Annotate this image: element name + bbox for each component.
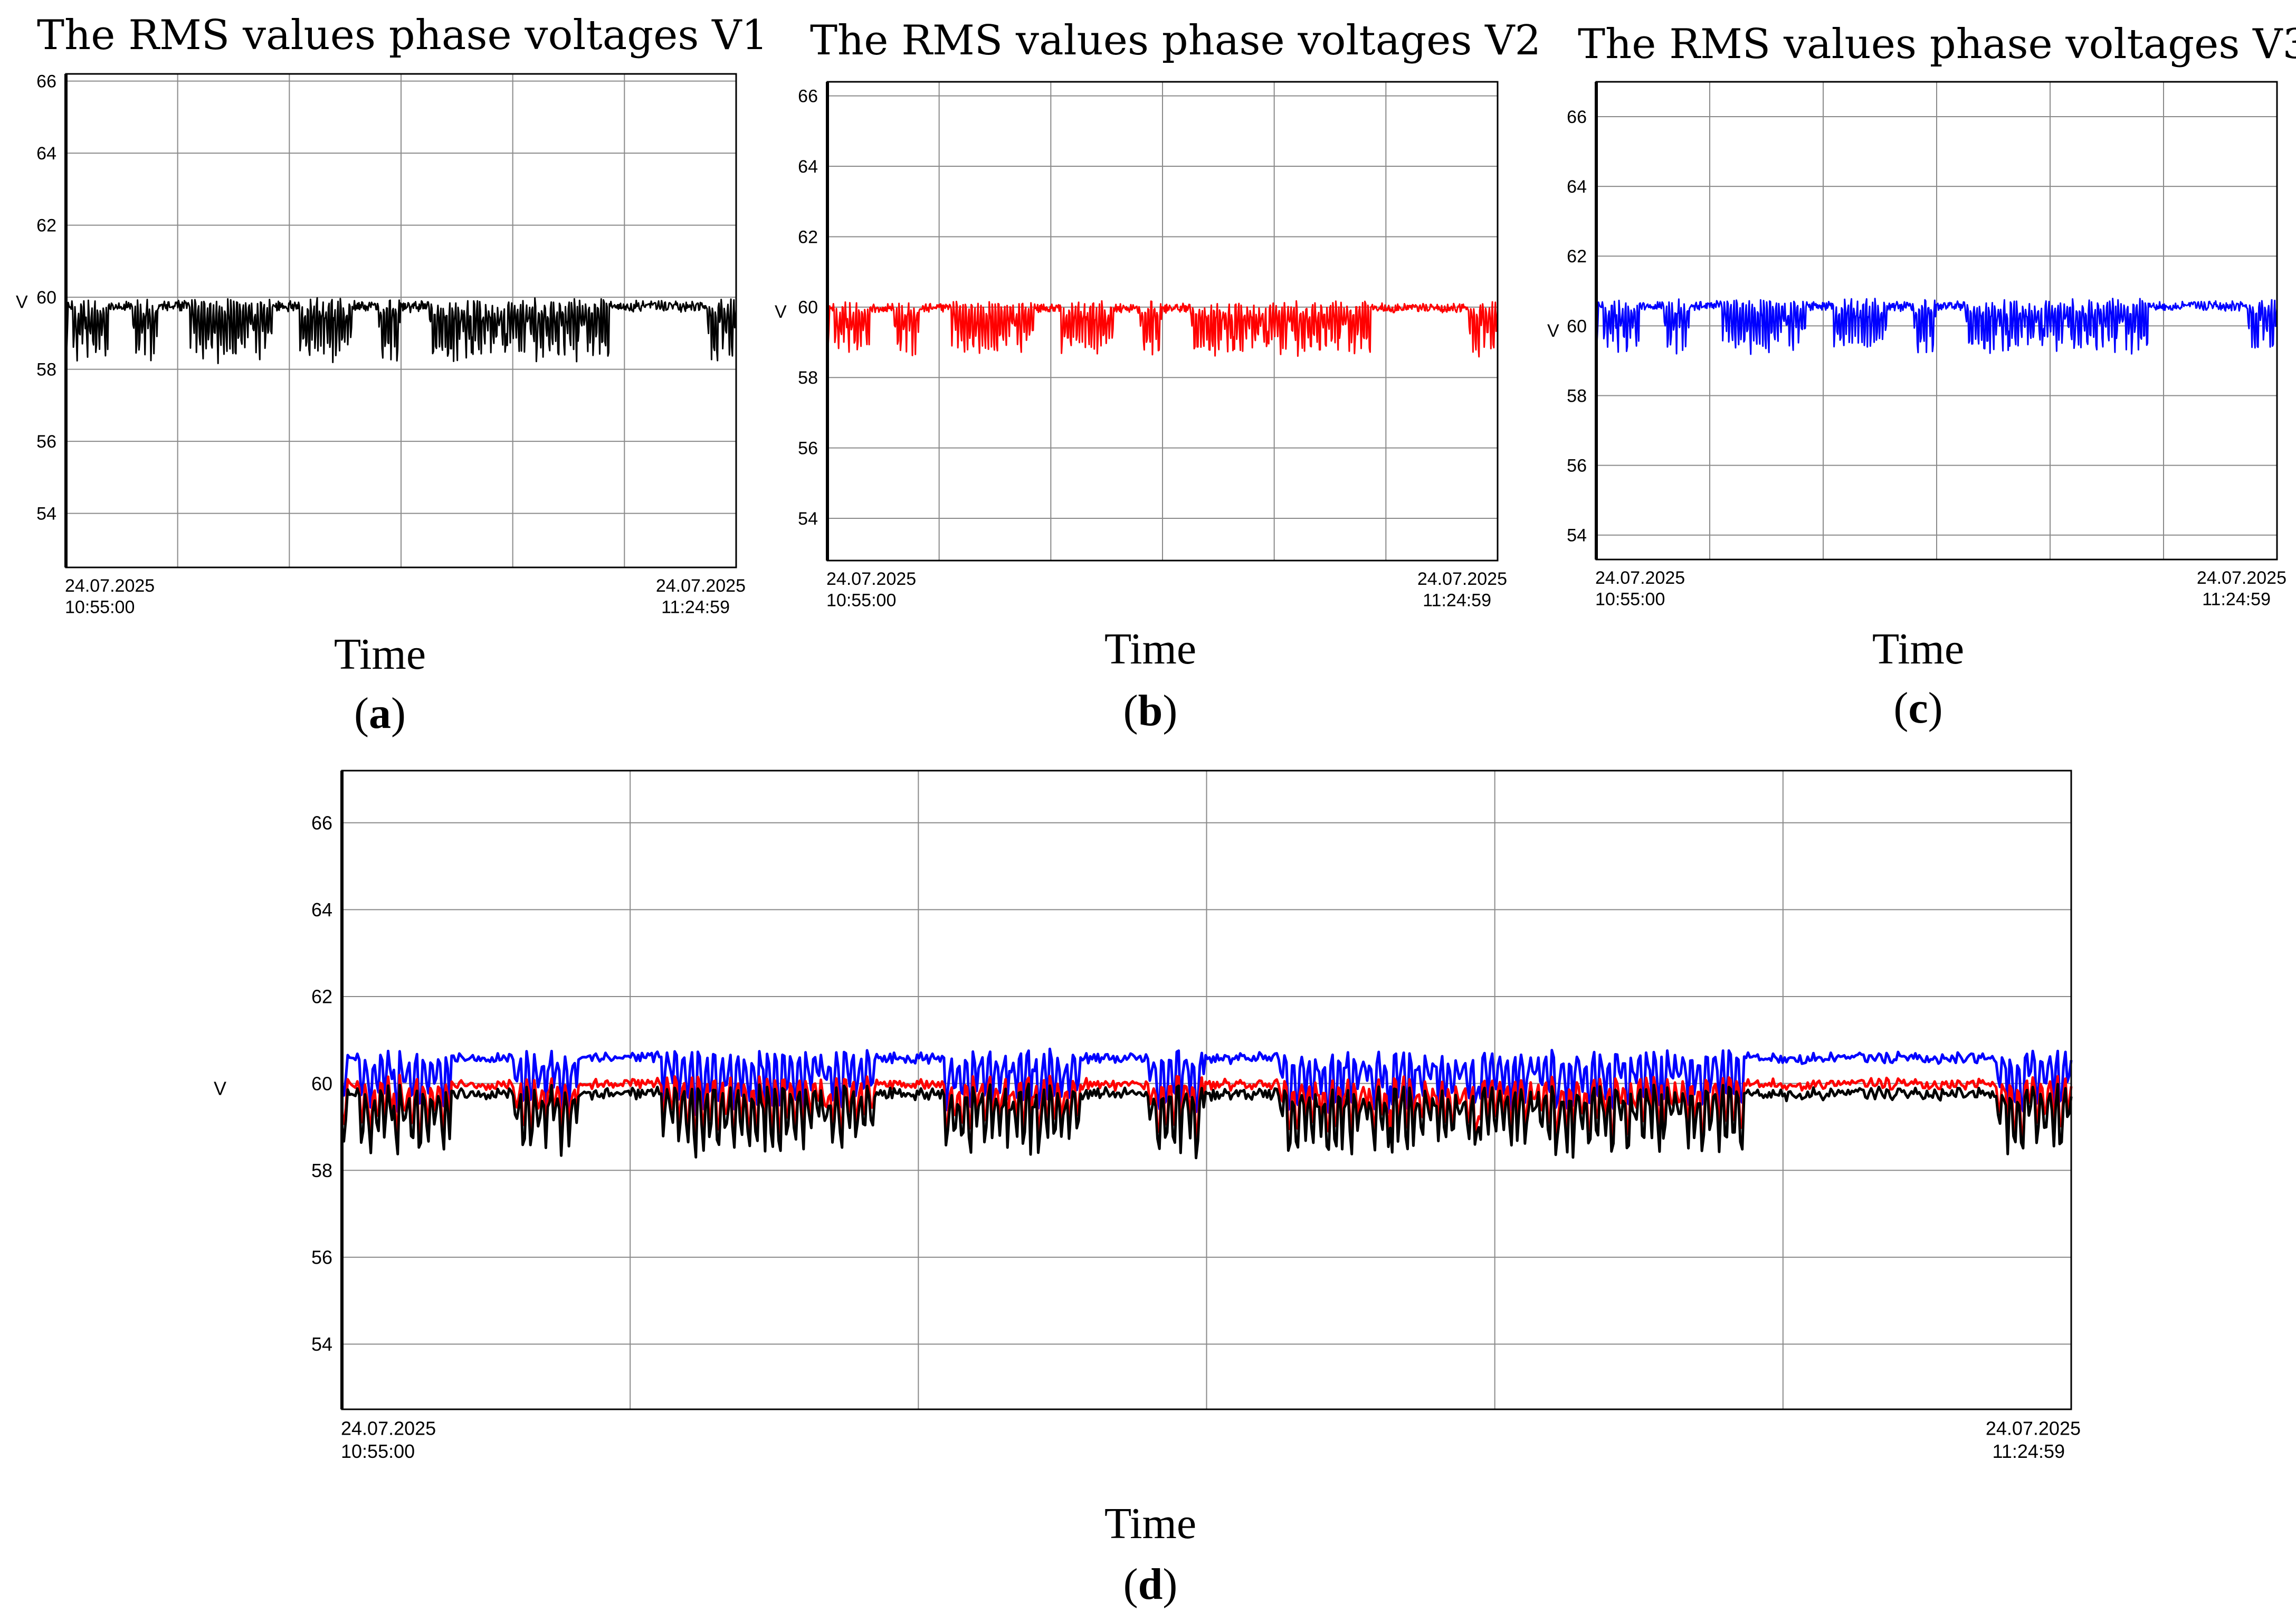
y-tick-label: 60 bbox=[36, 288, 56, 308]
panel-c-xlabel: Time bbox=[1872, 624, 1965, 674]
x-tick-date: 24.07.2025 bbox=[1986, 1418, 2081, 1439]
y-axis-label: V bbox=[214, 1077, 226, 1099]
y-tick-label: 54 bbox=[798, 509, 818, 529]
y-tick-label: 66 bbox=[798, 87, 818, 107]
panel-b-letter: (b) bbox=[1123, 686, 1178, 735]
y-axis-label: V bbox=[16, 292, 28, 312]
x-tick-date: 24.07.2025 bbox=[826, 569, 916, 589]
y-tick-label: 64 bbox=[311, 899, 332, 921]
y-tick-label: 66 bbox=[1567, 107, 1587, 127]
y-tick-label: 58 bbox=[311, 1160, 332, 1181]
y-tick-label: 54 bbox=[1567, 526, 1587, 546]
series-line bbox=[340, 1082, 2073, 1160]
y-tick-label: 66 bbox=[311, 812, 332, 833]
x-tick-time: 11:24:59 bbox=[661, 598, 730, 618]
x-tick-time: 10:55:00 bbox=[341, 1440, 415, 1462]
y-tick-label: 56 bbox=[798, 438, 818, 458]
panel-a-letter: (a) bbox=[354, 689, 406, 738]
panel-a-letter-text: a bbox=[369, 689, 391, 738]
panel-b-title: The RMS values phase voltages V2 bbox=[810, 17, 1541, 64]
y-tick-label: 58 bbox=[1567, 386, 1587, 406]
y-tick-label: 56 bbox=[36, 432, 56, 452]
x-tick-time: 10:55:00 bbox=[826, 591, 896, 611]
panel-d-letter: (d) bbox=[1123, 1560, 1178, 1609]
y-axis-label: V bbox=[775, 302, 787, 322]
y-tick-label: 54 bbox=[311, 1333, 332, 1355]
panel-d-letter-text: d bbox=[1138, 1560, 1163, 1609]
y-tick-label: 64 bbox=[36, 144, 56, 164]
y-tick-label: 64 bbox=[798, 157, 818, 177]
x-tick-date: 24.07.2025 bbox=[2197, 568, 2287, 588]
panel-a-title: The RMS values phase voltages V1 bbox=[37, 12, 768, 59]
panel-b-xlabel: Time bbox=[1104, 624, 1197, 674]
y-tick-label: 62 bbox=[798, 227, 818, 247]
panel-c-letter-text: c bbox=[1908, 684, 1928, 733]
x-tick-time: 10:55:00 bbox=[1595, 590, 1665, 610]
y-tick-label: 62 bbox=[36, 216, 56, 236]
panel-d-xlabel: Time bbox=[1104, 1499, 1197, 1548]
x-tick-date: 24.07.2025 bbox=[1595, 568, 1685, 588]
y-tick-label: 56 bbox=[1567, 456, 1587, 476]
x-tick-date: 24.07.2025 bbox=[656, 576, 746, 596]
y-tick-label: 60 bbox=[311, 1073, 332, 1094]
y-tick-label: 58 bbox=[798, 368, 818, 388]
panel-c-title: The RMS values phase voltages V3 bbox=[1578, 21, 2296, 68]
x-tick-date: 24.07.2025 bbox=[341, 1418, 436, 1439]
x-tick-time: 11:24:59 bbox=[1423, 591, 1491, 611]
panel-a-xlabel: Time bbox=[334, 630, 426, 679]
y-tick-label: 62 bbox=[311, 986, 332, 1008]
panel-b-letter-text: b bbox=[1138, 686, 1163, 735]
series-line bbox=[826, 300, 1499, 358]
x-tick-date: 24.07.2025 bbox=[65, 576, 155, 596]
y-tick-label: 60 bbox=[798, 298, 818, 318]
y-tick-label: 62 bbox=[1567, 246, 1587, 267]
y-tick-label: 66 bbox=[36, 72, 56, 92]
x-tick-date: 24.07.2025 bbox=[1417, 569, 1507, 589]
y-axis-label: V bbox=[1547, 321, 1559, 341]
y-tick-label: 60 bbox=[1567, 316, 1587, 336]
x-tick-time: 10:55:00 bbox=[65, 598, 135, 618]
series-line bbox=[340, 1074, 2073, 1143]
x-tick-time: 11:24:59 bbox=[2202, 590, 2271, 610]
y-tick-label: 54 bbox=[36, 504, 56, 524]
y-tick-label: 64 bbox=[1567, 177, 1587, 197]
panel-c-letter: (c) bbox=[1893, 684, 1943, 733]
y-tick-label: 56 bbox=[311, 1247, 332, 1268]
x-tick-time: 11:24:59 bbox=[1993, 1440, 2065, 1462]
series-line bbox=[1595, 298, 2278, 355]
series-line bbox=[340, 1047, 2073, 1116]
y-tick-label: 58 bbox=[36, 360, 56, 380]
series-line bbox=[65, 297, 737, 364]
